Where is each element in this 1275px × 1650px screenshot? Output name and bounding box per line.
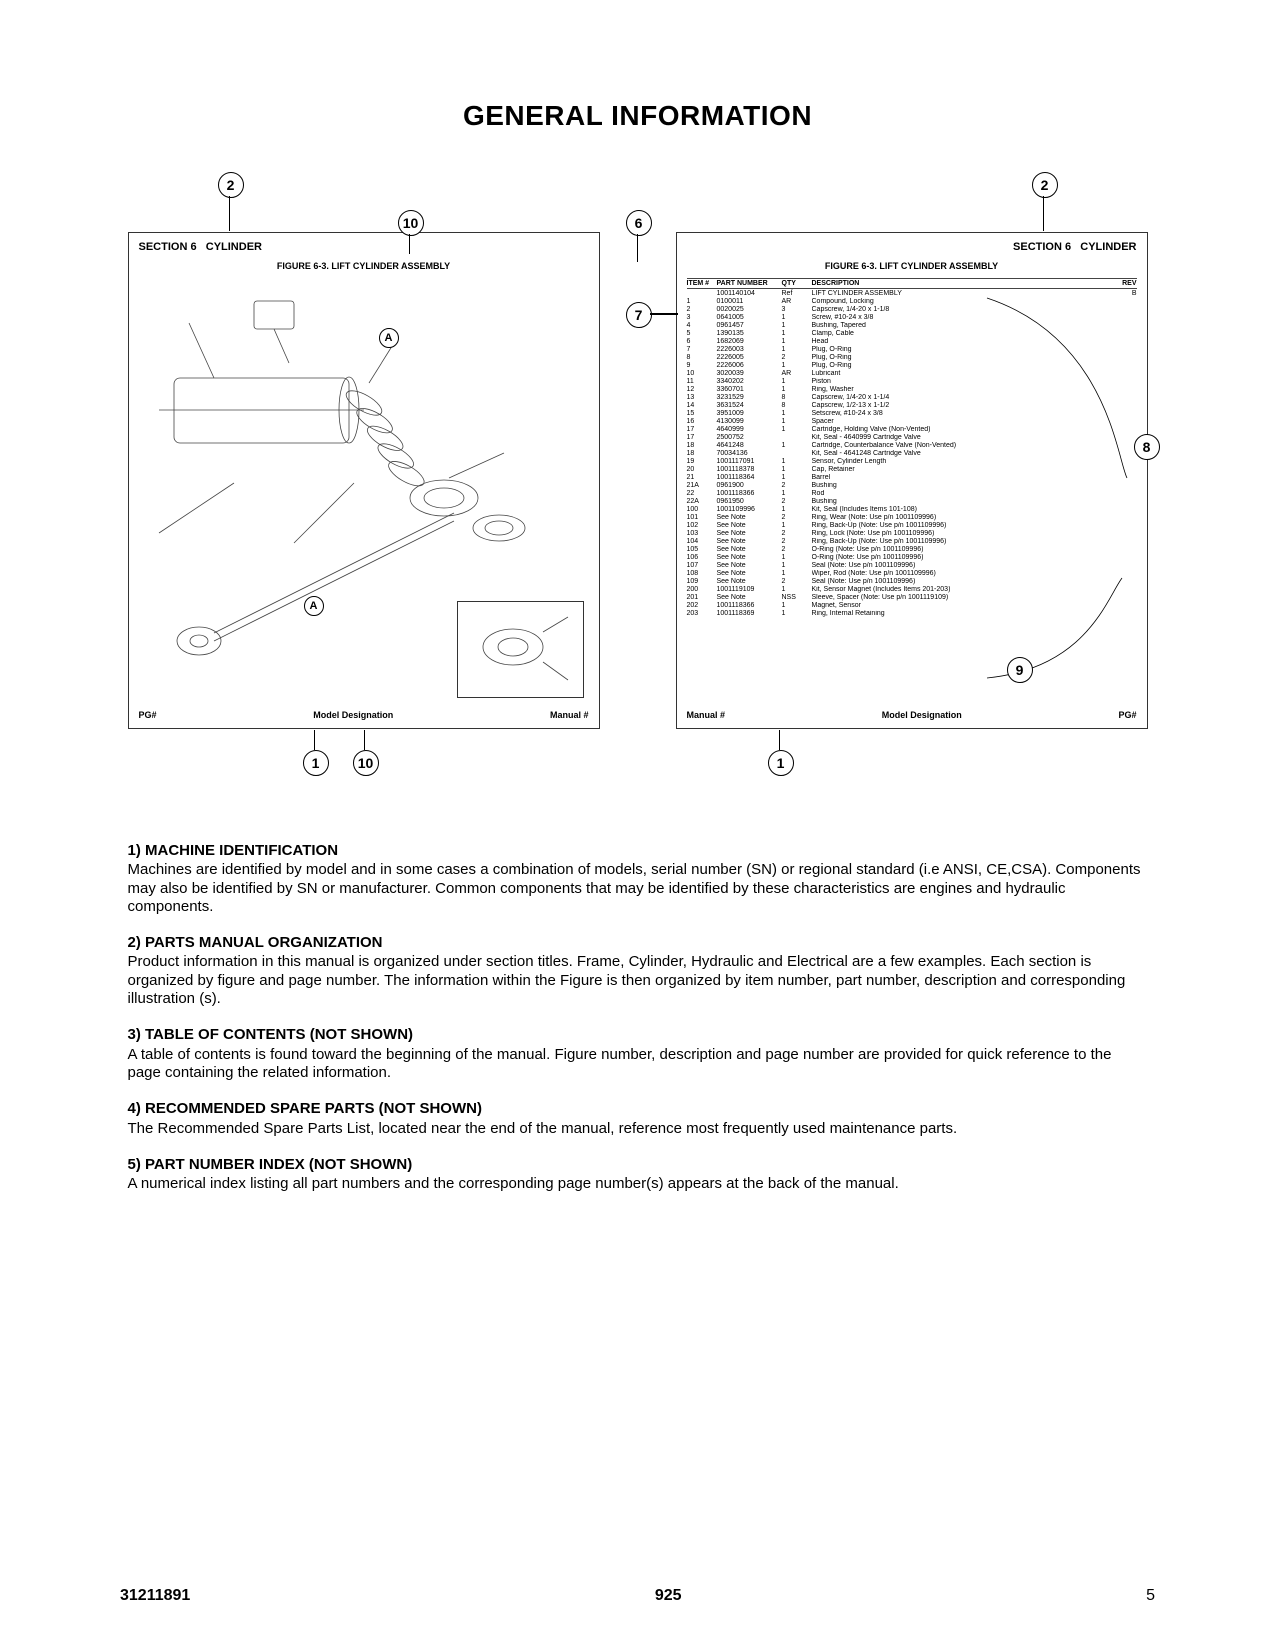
table-row: 106See Note1O-Ring (Note: Use p/n 100110… xyxy=(687,553,1137,561)
table-row: 306410051Screw, #10-24 x 3/8 xyxy=(687,313,1137,321)
callout-2: 2 xyxy=(218,172,244,198)
table-row: 1746409991Cartridge, Holding Valve (Non-… xyxy=(687,425,1137,433)
section-heading: 2) PARTS MANUAL ORGANIZATION xyxy=(128,934,1148,952)
page-footer: 31211891 925 5 xyxy=(120,1587,1155,1605)
section-heading: 5) PART NUMBER INDEX (NOT SHOWN) xyxy=(128,1156,1148,1174)
panel-footer: Manual # Model Designation PG# xyxy=(687,710,1137,720)
callout-9: 9 xyxy=(1007,657,1033,683)
figure-title: FIGURE 6-3. LIFT CYLINDER ASSEMBLY xyxy=(825,261,998,271)
table-row: 1436315248Capscrew, 1/2-13 x 1-1/2 xyxy=(687,401,1137,409)
table-row: 105See Note2O-Ring (Note: Use p/n 100110… xyxy=(687,545,1137,553)
callout-2: 2 xyxy=(1032,172,1058,198)
callout-7: 7 xyxy=(626,302,652,328)
table-row: 1846412481Cartridge, Counterbalance Valv… xyxy=(687,441,1137,449)
left-panel: SECTION 6 CYLINDER FIGURE 6-3. LIFT CYLI… xyxy=(128,232,600,729)
table-row: 2110011183641Barrel xyxy=(687,473,1137,481)
table-row: 1001140104RefLIFT CYLINDER ASSEMBLYB xyxy=(687,289,1137,297)
table-row: 104See Note2Ring, Back-Up (Note: Use p/n… xyxy=(687,537,1137,545)
callout-10: 10 xyxy=(353,750,379,776)
right-panel: SECTION 6 CYLINDER FIGURE 6-3. LIFT CYLI… xyxy=(676,232,1148,729)
table-row: 101See Note2Ring, Wear (Note: Use p/n 10… xyxy=(687,513,1137,521)
detail-marker: A xyxy=(304,596,324,616)
table-row: 722260031Plug, O-Ring xyxy=(687,345,1137,353)
table-row: 21A09619002Bushing xyxy=(687,481,1137,489)
table-row: 201See NoteNSSSleeve, Spacer (Note: Use … xyxy=(687,593,1137,601)
detail-inset xyxy=(457,601,584,698)
table-row: 1641300991Spacer xyxy=(687,417,1137,425)
table-row: 616820691Head xyxy=(687,337,1137,345)
table-row: 200200253Capscrew, 1/4-20 x 1-1/8 xyxy=(687,305,1137,313)
section-body: Product information in this manual is or… xyxy=(128,953,1148,1008)
table-row: 20310011183691Ring, Internal Retaining xyxy=(687,609,1137,617)
table-row: 107See Note1Seal (Note: Use p/n 10011099… xyxy=(687,561,1137,569)
diagram: SECTION 6 CYLINDER FIGURE 6-3. LIFT CYLI… xyxy=(128,172,1148,812)
table-row: 409614571Bushing, Tapered xyxy=(687,321,1137,329)
section-body: Machines are identified by model and in … xyxy=(128,861,1148,916)
panel-footer: PG# Model Designation Manual # xyxy=(139,710,589,720)
section-heading: 3) TABLE OF CONTENTS (NOT SHOWN) xyxy=(128,1026,1148,1044)
model-number: 925 xyxy=(655,1587,682,1605)
parts-table: ITEM # PART NUMBER QTY DESCRIPTION REV 1… xyxy=(687,278,1137,698)
table-row: 109See Note2Seal (Note: Use p/n 10011099… xyxy=(687,577,1137,585)
table-row: 513901351Clamp, Cable xyxy=(687,329,1137,337)
callout-6: 6 xyxy=(626,210,652,236)
callout-8: 8 xyxy=(1134,434,1160,460)
table-row: 103020039ARLubricant xyxy=(687,369,1137,377)
section-body: A numerical index listing all part numbe… xyxy=(128,1175,1148,1193)
page-number: 5 xyxy=(1146,1587,1155,1605)
table-row: 103See Note2Ring, Lock (Note: Use p/n 10… xyxy=(687,529,1137,537)
callout-1: 1 xyxy=(768,750,794,776)
table-row: 1870034136Kit, Seal - 4641248 Cartridge … xyxy=(687,449,1137,457)
body-text: 1) MACHINE IDENTIFICATIONMachines are id… xyxy=(128,842,1148,1193)
table-row: 20010011191091Kit, Sensor Magnet (Includ… xyxy=(687,585,1137,593)
callout-10: 10 xyxy=(398,210,424,236)
table-row: 1133402021Piston xyxy=(687,377,1137,385)
table-row: 172500752Kit, Seal - 4640999 Cartridge V… xyxy=(687,433,1137,441)
page-title: GENERAL INFORMATION xyxy=(120,100,1155,132)
table-row: 2010011183781Cap, Retainer xyxy=(687,465,1137,473)
table-row: 22A09619502Bushing xyxy=(687,497,1137,505)
figure-title: FIGURE 6-3. LIFT CYLINDER ASSEMBLY xyxy=(277,261,450,271)
doc-number: 31211891 xyxy=(120,1587,190,1605)
table-row: 10100011ARCompound, Locking xyxy=(687,297,1137,305)
table-row: 20210011183661Magnet, Sensor xyxy=(687,601,1137,609)
table-row: 1332315298Capscrew, 1/4-20 x 1-1/4 xyxy=(687,393,1137,401)
table-row: 1910011170911Sensor, Cylinder Length xyxy=(687,457,1137,465)
section-heading: 4) RECOMMENDED SPARE PARTS (NOT SHOWN) xyxy=(128,1100,1148,1118)
section-label: SECTION 6 CYLINDER xyxy=(1013,241,1136,253)
section-body: The Recommended Spare Parts List, locate… xyxy=(128,1120,1148,1138)
table-row: 1233607011Ring, Washer xyxy=(687,385,1137,393)
table-row: 2210011183661Rod xyxy=(687,489,1137,497)
table-row: 822260052Plug, O-Ring xyxy=(687,353,1137,361)
section-body: A table of contents is found toward the … xyxy=(128,1046,1148,1083)
table-row: 102See Note1Ring, Back-Up (Note: Use p/n… xyxy=(687,521,1137,529)
section-heading: 1) MACHINE IDENTIFICATION xyxy=(128,842,1148,860)
detail-marker: A xyxy=(379,328,399,348)
table-row: 108See Note1Wiper, Rod (Note: Use p/n 10… xyxy=(687,569,1137,577)
callout-1: 1 xyxy=(303,750,329,776)
section-label: SECTION 6 CYLINDER xyxy=(139,241,262,253)
table-row: 922260061Plug, O-Ring xyxy=(687,361,1137,369)
table-header: ITEM # PART NUMBER QTY DESCRIPTION REV xyxy=(687,278,1137,289)
table-row: 1539510091Setscrew, #10-24 x 3/8 xyxy=(687,409,1137,417)
table-row: 10010011099961Kit, Seal (Includes Items … xyxy=(687,505,1137,513)
